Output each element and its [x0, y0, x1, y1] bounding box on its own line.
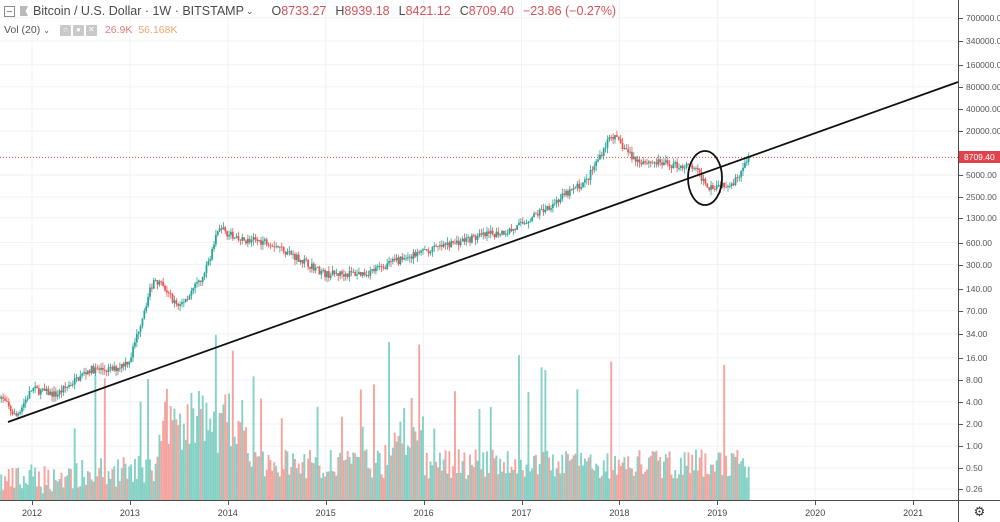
- price-tick-label: 5000.00: [966, 170, 997, 181]
- flag-icon[interactable]: [20, 6, 28, 16]
- year-label: 2012: [21, 508, 43, 518]
- symbol-title[interactable]: Bitcoin / U.S. Dollar · 1W · BITSTAMP: [33, 4, 244, 18]
- low-value: 8421.12: [405, 4, 451, 18]
- price-tick-mark: [959, 423, 963, 425]
- price-tick-label: 34.00: [966, 328, 988, 339]
- price-tick-mark: [959, 217, 963, 219]
- price-tick-label: 8.00: [966, 374, 983, 385]
- trendline[interactable]: [7, 81, 958, 423]
- price-tick-label: 0.26: [966, 483, 983, 494]
- ohlc-values: O8733.27 H8939.18 L8421.12 C8709.40: [271, 4, 514, 18]
- year-label: 2018: [609, 508, 630, 518]
- year-tick-mark: [325, 501, 327, 505]
- year-label: 2020: [805, 508, 826, 518]
- price-tick-label: 0.50: [966, 463, 983, 474]
- price-tick-mark: [959, 197, 963, 199]
- close-icon[interactable]: ✕: [85, 24, 97, 36]
- price-tick-label: 2500.00: [966, 192, 997, 203]
- year-label: 2013: [119, 508, 140, 518]
- year-tick-mark: [129, 501, 131, 505]
- time-axis[interactable]: 2012 2013 2014 2015 2016 2017 2018 2019 2020 2021: [0, 500, 958, 522]
- volume-ma-value: 56.168K: [138, 24, 178, 36]
- price-tick-label: 80000.00: [966, 81, 1000, 92]
- gear-icon: ⚙: [973, 503, 986, 519]
- price-chart[interactable]: [0, 0, 958, 500]
- price-axis[interactable]: 700000.00 340000.00 160000.00 80000.00 40000…: [958, 0, 1000, 500]
- price-tick-label: 16.00: [966, 352, 988, 363]
- year-tick-mark: [619, 501, 621, 505]
- eye-icon[interactable]: ○: [59, 24, 71, 36]
- year-label: 2021: [903, 508, 924, 518]
- open-value: 8733.27: [281, 4, 327, 18]
- volume-value: 26.9K: [104, 24, 133, 36]
- price-tick-label: 20000.00: [966, 125, 1000, 136]
- year-tick-mark: [32, 501, 33, 505]
- high-key: H: [335, 4, 345, 18]
- chevron-down-icon[interactable]: ⌄: [245, 5, 254, 16]
- price-tick-label: 340000.00: [966, 35, 1000, 46]
- price-tick-mark: [959, 40, 963, 42]
- price-change: −23.86 (−0.27%): [522, 4, 617, 18]
- price-tick-label: 40000.00: [966, 103, 1000, 114]
- price-tick-label: 700000.00: [966, 12, 1000, 23]
- price-tick-label: 2.00: [966, 418, 983, 429]
- year-tick-mark: [227, 501, 229, 505]
- price-tick-mark: [959, 86, 963, 88]
- year-tick-mark: [423, 501, 425, 505]
- last-price-label: 8709.40: [959, 151, 1000, 164]
- price-tick-label: 1300.00: [966, 212, 997, 223]
- price-tick-label: 600.00: [966, 237, 992, 248]
- year-tick-mark: [815, 501, 817, 505]
- price-tick-mark: [959, 357, 963, 359]
- year-tick-mark: [913, 501, 915, 505]
- price-tick-mark: [959, 333, 963, 335]
- chart-legend: Bitcoin / U.S. Dollar · 1W · BITSTAMP ⌄ …: [4, 2, 616, 38]
- price-tick-mark: [959, 488, 963, 490]
- price-tick-mark: [959, 468, 963, 470]
- price-tick-label: 4.00: [966, 396, 983, 407]
- price-tick-label: 1.00: [966, 441, 983, 451]
- open-key: O: [271, 4, 282, 18]
- volume-indicator-label[interactable]: Vol (20): [4, 24, 41, 36]
- year-label: 2016: [413, 508, 434, 518]
- price-tick-mark: [959, 64, 963, 66]
- year-label: 2014: [217, 508, 238, 518]
- close-value: 8709.40: [468, 4, 514, 18]
- candlesticks: [0, 130, 750, 420]
- volume-legend-row: Vol (20) ⌄ ○ ● ✕ 26.9K 56.168K: [4, 22, 616, 38]
- price-tick-mark: [959, 446, 963, 447]
- price-tick-mark: [959, 17, 963, 19]
- price-tick-mark: [959, 401, 963, 403]
- high-value: 8939.18: [344, 4, 390, 18]
- price-tick-label: 300.00: [966, 259, 992, 270]
- year-tick-mark: [521, 501, 523, 505]
- price-tick-mark: [959, 288, 963, 290]
- price-tick-mark: [959, 175, 963, 177]
- price-tick-mark: [959, 242, 963, 244]
- price-tick-mark: [959, 264, 963, 266]
- price-tick-label: 140.00: [966, 283, 992, 294]
- chart-settings-button[interactable]: ⚙: [958, 500, 1000, 522]
- year-label: 2019: [707, 508, 728, 518]
- collapse-icon[interactable]: [4, 5, 15, 17]
- year-label: 2015: [315, 508, 336, 518]
- price-tick-mark: [959, 108, 963, 110]
- year-tick-mark: [717, 501, 719, 505]
- volume-bars: [0, 334, 750, 500]
- price-tick-mark: [959, 379, 963, 381]
- price-tick-mark: [959, 310, 963, 312]
- settings-icon[interactable]: ●: [72, 24, 84, 36]
- symbol-row: Bitcoin / U.S. Dollar · 1W · BITSTAMP ⌄ …: [4, 2, 616, 20]
- circle-annotation[interactable]: [687, 150, 723, 206]
- chevron-down-icon[interactable]: ⌄: [43, 25, 50, 35]
- price-tick-label: 70.00: [966, 305, 988, 316]
- low-key: L: [398, 4, 406, 18]
- price-tick-label: 160000.00: [966, 59, 1000, 70]
- close-key: C: [459, 4, 469, 18]
- year-label: 2017: [511, 508, 532, 518]
- price-tick-mark: [959, 130, 963, 132]
